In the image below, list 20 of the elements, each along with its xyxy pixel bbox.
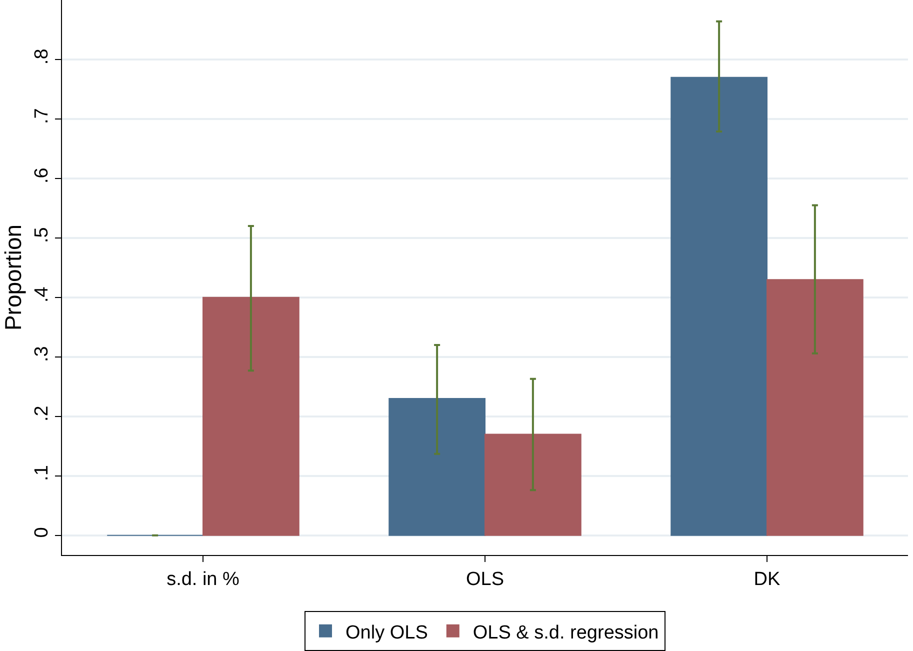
y-tick-label: 0 [31,527,52,538]
bar [670,76,768,536]
legend-label: Only OLS [346,622,428,644]
legend-label: OLS & s.d. regression [472,622,659,644]
bar [202,296,300,536]
y-tick-label: .3 [31,346,52,362]
y-tick-label: .6 [31,168,52,184]
bar [484,434,582,536]
x-tick-label: s.d. in % [166,568,240,590]
x-tick-label: OLS [466,568,504,590]
x-tick-label: DK [754,568,781,590]
bar [388,398,486,536]
y-tick-label: .4 [31,286,52,303]
y-tick-label: .5 [31,227,52,244]
y-tick-label: .8 [31,48,52,65]
y-tick-label: .7 [31,108,52,124]
y-axis-title: Proportion [0,224,26,331]
bar [766,279,864,536]
y-tick-label: .1 [31,465,52,481]
y-tick-label: .2 [31,406,52,422]
